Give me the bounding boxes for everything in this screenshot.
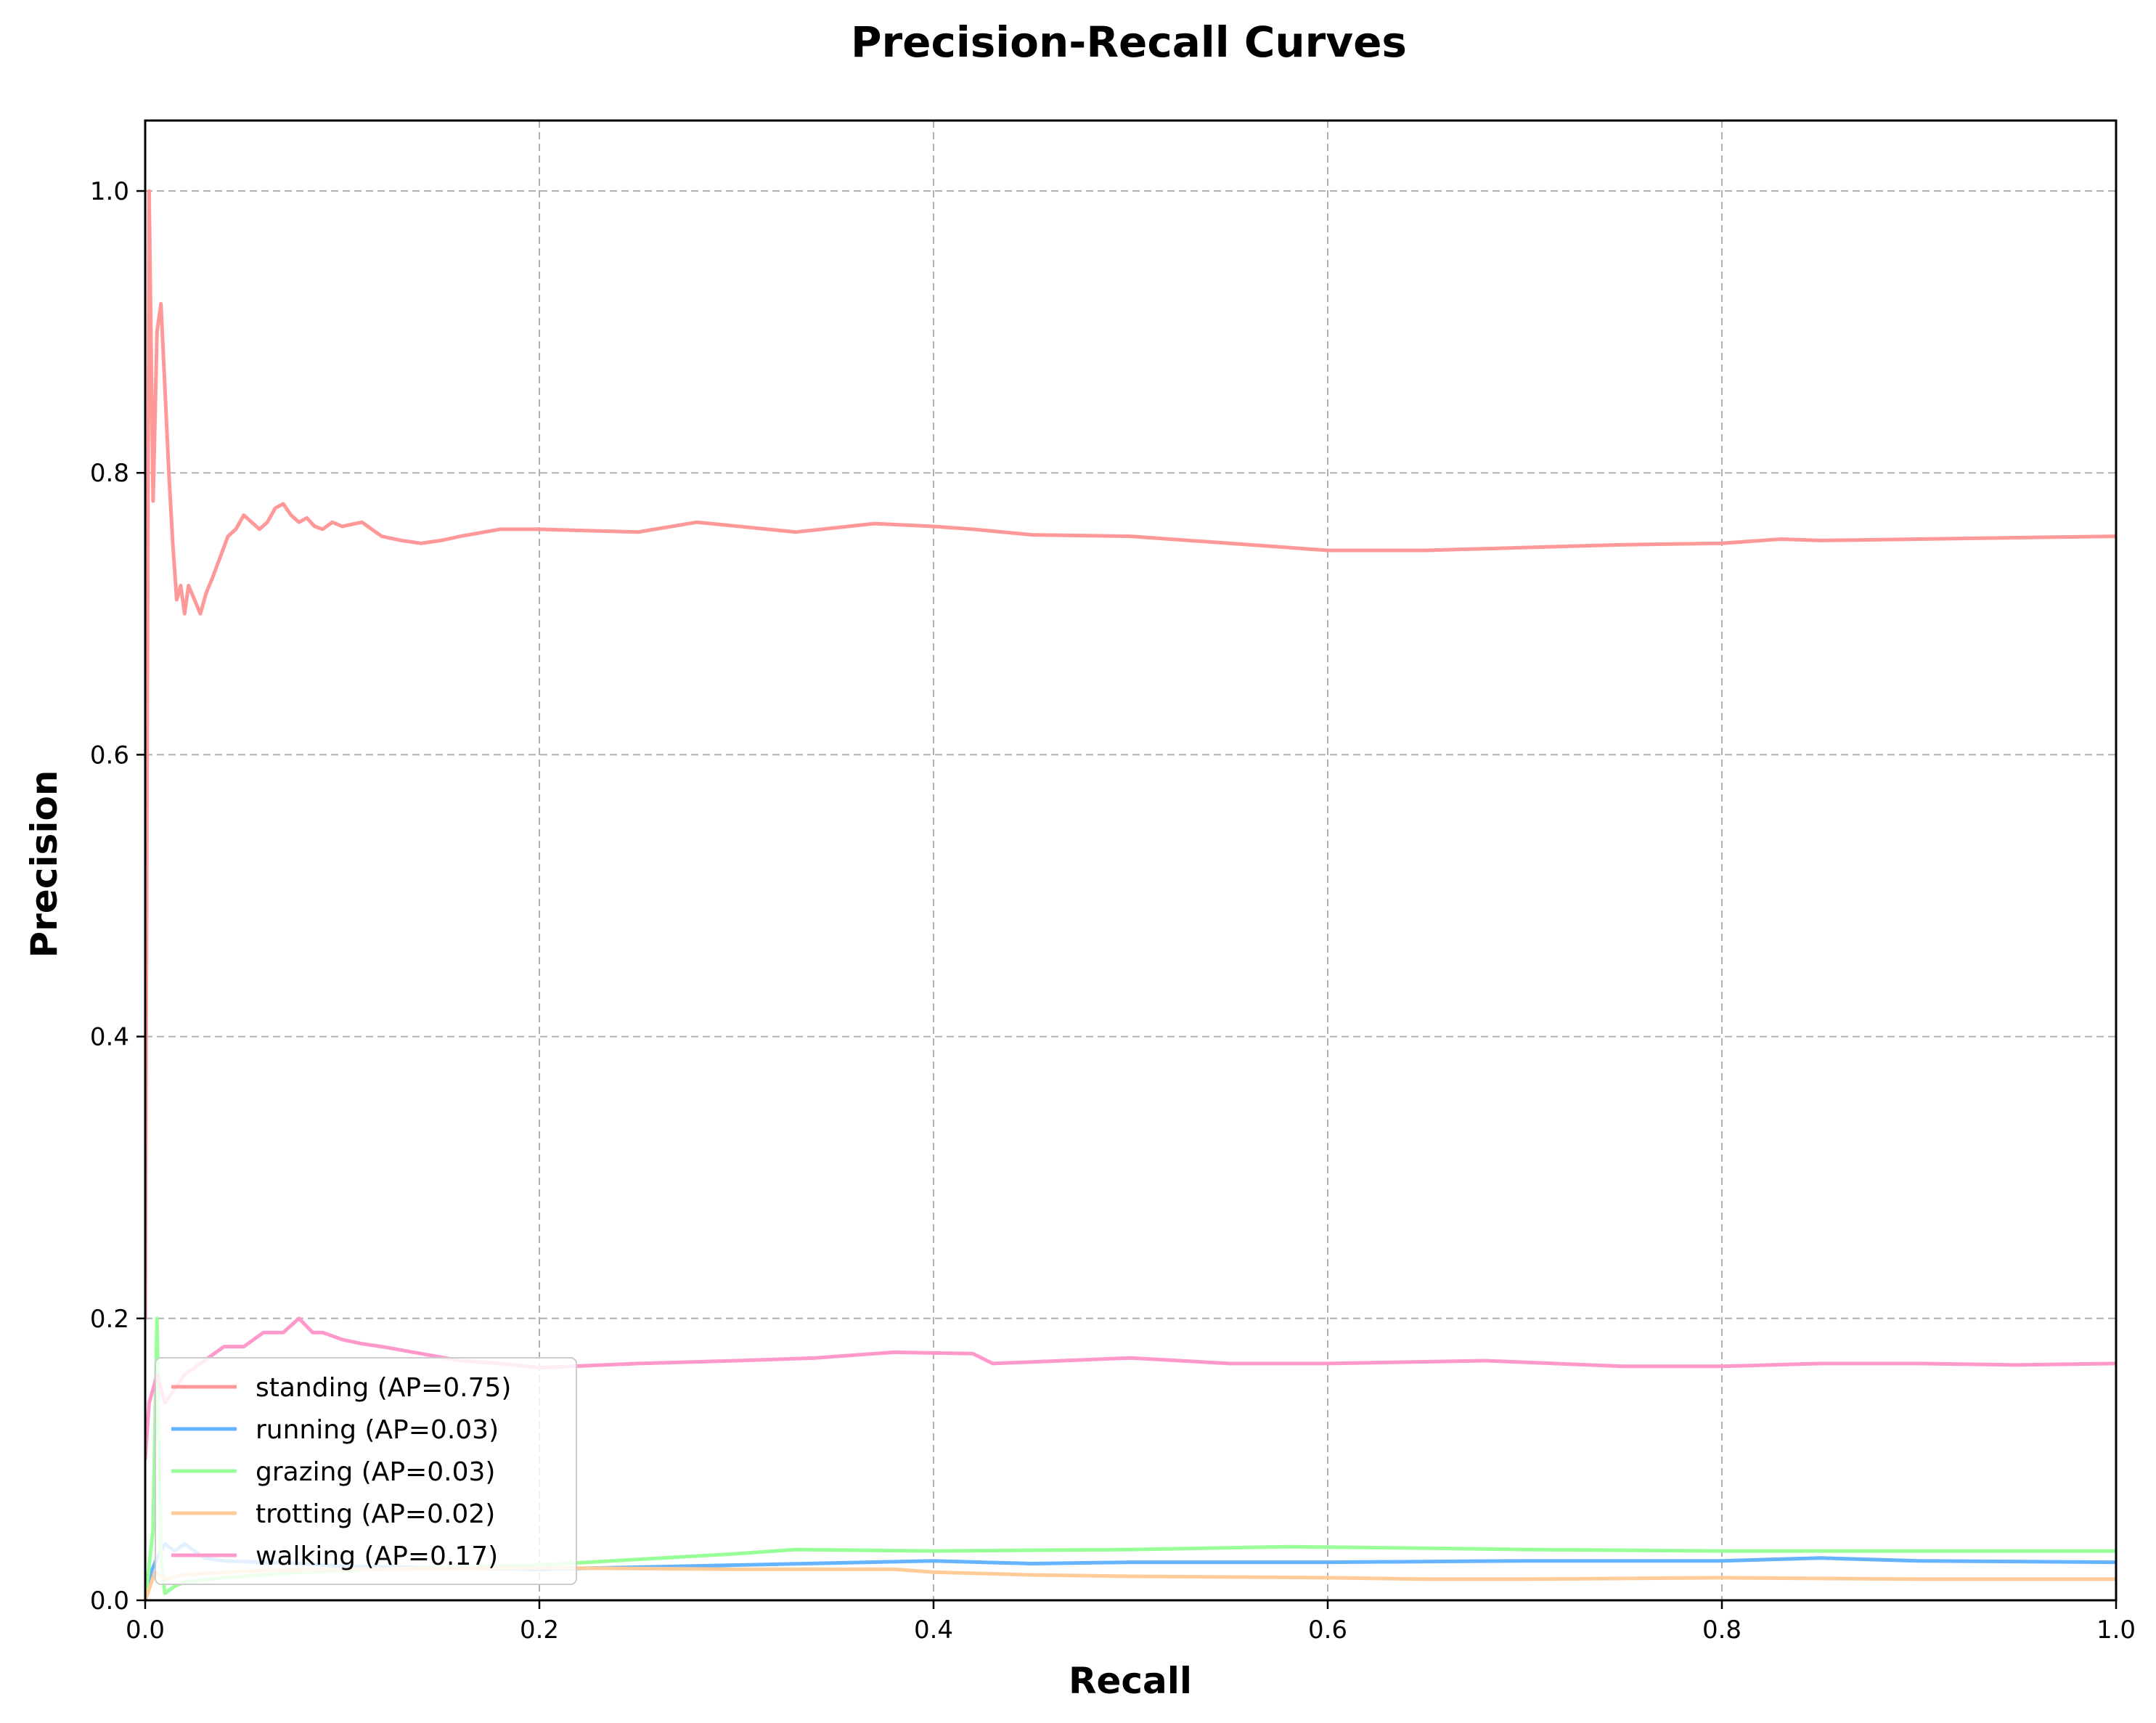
y-tick-label: 0.0 <box>90 1586 129 1616</box>
plot-area-frame <box>144 119 2118 1602</box>
y-tick-label: 0.6 <box>90 741 129 770</box>
x-tick-label: 0.0 <box>126 1616 165 1645</box>
y-tick-label: 0.8 <box>90 459 129 488</box>
legend-label: grazing (AP=0.03) <box>256 1457 495 1487</box>
x-tick-label: 0.4 <box>914 1616 953 1645</box>
legend: standing (AP=0.75) running (AP=0.03) grazi… <box>155 1357 577 1585</box>
legend-box <box>155 1357 577 1585</box>
legend-label: running (AP=0.03) <box>256 1415 499 1445</box>
chart-title: Precision-Recall Curves <box>851 17 1407 67</box>
x-tick-label: 1.0 <box>2096 1616 2136 1645</box>
y-tick-label: 0.2 <box>90 1305 129 1334</box>
legend-label: walking (AP=0.17) <box>256 1541 498 1571</box>
series-line-0 <box>145 189 2116 1319</box>
x-axis-label: Recall <box>1069 1660 1192 1702</box>
x-tick-label: 0.8 <box>1702 1616 1741 1645</box>
x-tick-label: 0.2 <box>520 1616 559 1645</box>
legend-label: trotting (AP=0.02) <box>256 1499 495 1529</box>
x-tick-label: 0.6 <box>1308 1616 1347 1645</box>
y-tick-label: 0.4 <box>90 1023 129 1052</box>
y-axis-label: Precision <box>23 770 65 958</box>
y-tick-label: 1.0 <box>90 177 129 206</box>
legend-label: standing (AP=0.75) <box>256 1373 511 1403</box>
